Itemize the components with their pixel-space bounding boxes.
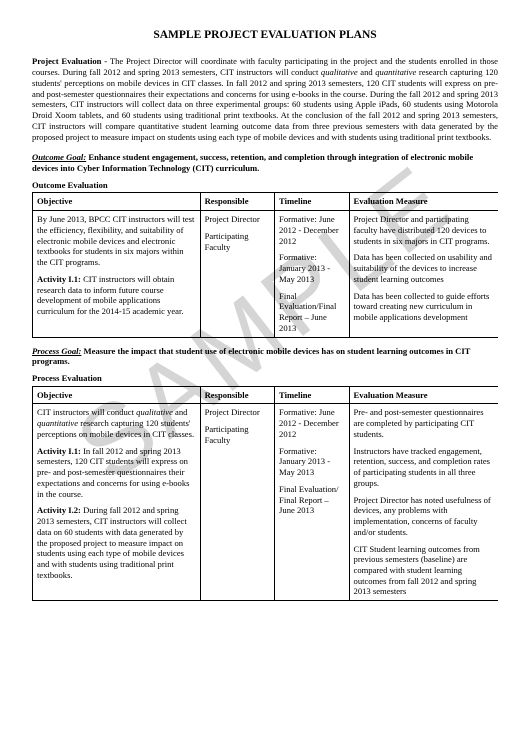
process-goal-label: Process Goal:: [32, 346, 81, 356]
outcome-goal-label: Outcome Goal:: [32, 152, 86, 162]
header-objective: Objective: [33, 193, 201, 211]
header-measure: Evaluation Measure: [349, 193, 498, 211]
intro-body-post: research capturing 120 students' percept…: [32, 67, 498, 141]
header-objective: Objective: [33, 386, 201, 404]
measure-2: Instructors have tracked engagement, ret…: [354, 446, 494, 489]
activity-1: Activity I.1: In fall 2012 and spring 20…: [37, 446, 196, 500]
measure-4: CIT Student learning outcomes from previ…: [354, 544, 494, 598]
process-table: Objective Responsible Timeline Evaluatio…: [32, 386, 498, 601]
obj-quant: quantitative: [37, 418, 78, 428]
table-row: By June 2013, BPCC CIT instructors will …: [33, 211, 499, 337]
header-timeline: Timeline: [275, 193, 349, 211]
timeline-3: Final Evaluation/Final Report – June 201…: [279, 291, 344, 334]
measure-1: Project Director and participating facul…: [354, 214, 494, 246]
activity-2: Activity I.2: During fall 2012 and sprin…: [37, 505, 196, 580]
timeline-2: Formative: January 2013 - May 2013: [279, 252, 344, 284]
cell-timeline: Formative: June 2012 - December 2012 For…: [275, 404, 349, 601]
timeline-1: Formative: June 2012 - December 2012: [279, 214, 344, 246]
responsible-1: Project Director: [205, 407, 270, 418]
content: SAMPLE PROJECT EVALUATION PLANS Project …: [32, 28, 498, 601]
activity-2-text: During fall 2012 and spring 2013 semeste…: [37, 505, 187, 579]
cell-responsible: Project Director Participating Faculty: [200, 404, 274, 601]
table-row: CIT instructors will conduct qualitative…: [33, 404, 499, 601]
outcome-table: Objective Responsible Timeline Evaluatio…: [32, 192, 498, 337]
intro-paragraph: Project Evaluation - The Project Directo…: [32, 56, 498, 142]
timeline-2: Formative: January 2013 - May 2013: [279, 446, 344, 478]
process-section-head: Process Evaluation: [32, 373, 498, 384]
intro-mid: and: [358, 67, 376, 77]
timeline-1: Formative: June 2012 - December 2012: [279, 407, 344, 439]
intro-qual: qualitative: [321, 67, 358, 77]
document-title: SAMPLE PROJECT EVALUATION PLANS: [32, 28, 498, 42]
header-measure: Evaluation Measure: [349, 386, 498, 404]
cell-timeline: Formative: June 2012 - December 2012 For…: [275, 211, 349, 337]
process-goal-text: Measure the impact that student use of e…: [32, 346, 470, 367]
header-responsible: Responsible: [200, 193, 274, 211]
responsible-1: Project Director: [205, 214, 270, 225]
cell-measure: Pre- and post-semester questionnaires ar…: [349, 404, 498, 601]
activity-1-label: Activity I.1:: [37, 446, 81, 456]
header-responsible: Responsible: [200, 386, 274, 404]
responsible-2: Participating Faculty: [205, 424, 270, 445]
process-goal-line: Process Goal: Measure the impact that st…: [32, 346, 498, 367]
cell-responsible: Project Director Participating Faculty: [200, 211, 274, 337]
outcome-goal-text: Enhance student engagement, success, ret…: [32, 152, 473, 173]
obj-pre: CIT instructors will conduct: [37, 407, 136, 417]
table-header-row: Objective Responsible Timeline Evaluatio…: [33, 193, 499, 211]
intro-quant: quantitative: [375, 67, 416, 77]
timeline-3: Final Evaluation/ Final Report – June 20…: [279, 484, 344, 516]
outcome-section-head: Outcome Evaluation: [32, 180, 498, 191]
cell-objective: CIT instructors will conduct qualitative…: [33, 404, 201, 601]
activity-2-label: Activity I.2:: [37, 505, 81, 515]
header-timeline: Timeline: [275, 386, 349, 404]
outcome-goal-line: Outcome Goal: Enhance student engagement…: [32, 152, 498, 173]
responsible-2: Participating Faculty: [205, 231, 270, 252]
measure-3: Data has been collected to guide efforts…: [354, 291, 494, 323]
obj-mid: and: [173, 407, 188, 417]
measure-1: Pre- and post-semester questionnaires ar…: [354, 407, 494, 439]
cell-measure: Project Director and participating facul…: [349, 211, 498, 337]
measure-2: Data has been collected on usability and…: [354, 252, 494, 284]
objective-activity: Activity I.1: CIT instructors will obtai…: [37, 274, 196, 317]
objective-p1: By June 2013, BPCC CIT instructors will …: [37, 214, 196, 268]
obj-qual: qualitative: [136, 407, 173, 417]
activity-label: Activity I.1:: [37, 274, 81, 284]
objective-p1: CIT instructors will conduct qualitative…: [37, 407, 196, 439]
page: SAMPLE SAMPLE PROJECT EVALUATION PLANS P…: [0, 0, 530, 621]
measure-3: Project Director has noted usefulness of…: [354, 495, 494, 538]
table-header-row: Objective Responsible Timeline Evaluatio…: [33, 386, 499, 404]
intro-lead: Project Evaluation -: [32, 56, 110, 66]
cell-objective: By June 2013, BPCC CIT instructors will …: [33, 211, 201, 337]
